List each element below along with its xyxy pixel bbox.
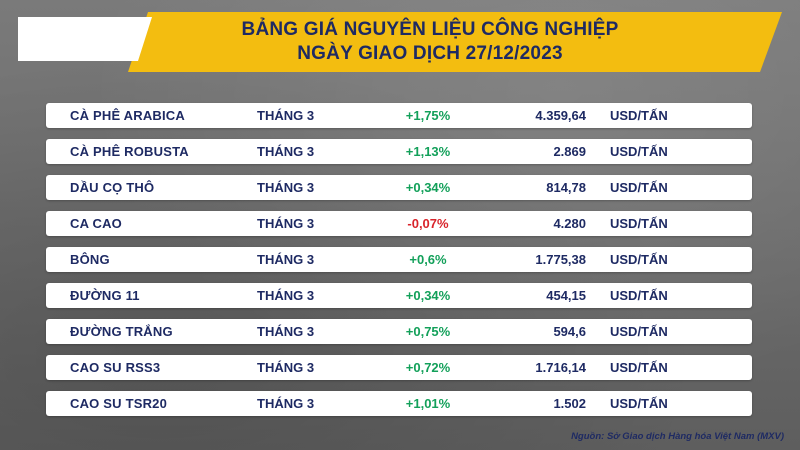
price-unit: USD/TẤN: [610, 252, 668, 267]
table-row: CÀ PHÊ ARABICA THÁNG 3 +1,75% 4.359,64 U…: [46, 103, 752, 128]
table-row: BÔNG THÁNG 3 +0,6% 1.775,38 USD/TẤN: [46, 247, 752, 272]
commodity-name: CÀ PHÊ ARABICA: [70, 108, 185, 123]
commodity-name: BÔNG: [70, 252, 110, 267]
contract-month: THÁNG 3: [257, 216, 315, 231]
change-percent: +0,34%: [405, 180, 451, 195]
title-line-2: NGÀY GIAO DỊCH 27/12/2023: [297, 43, 563, 64]
change-percent: +0,6%: [409, 252, 447, 267]
price-unit: USD/TẤN: [610, 180, 668, 195]
table-row: CA CAO THÁNG 3 -0,07% 4.280 USD/TẤN: [46, 211, 752, 236]
table-row: CAO SU RSS3 THÁNG 3 +0,72% 1.716,14 USD/…: [46, 355, 752, 380]
price-unit: USD/TẤN: [610, 324, 668, 339]
price-value: 454,15: [546, 288, 586, 303]
table-row: ĐƯỜNG 11 THÁNG 3 +0,34% 454,15 USD/TẤN: [46, 283, 752, 308]
commodity-name: CAO SU RSS3: [70, 360, 161, 375]
page-title: BẢNG GIÁ NGUYÊN LIỆU CÔNG NGHIỆP NGÀY GI…: [150, 18, 710, 66]
table-row: DẦU CỌ THÔ THÁNG 3 +0,34% 814,78 USD/TẤN: [46, 175, 752, 200]
commodity-name: ĐƯỜNG TRẮNG: [70, 324, 173, 339]
contract-month: THÁNG 3: [257, 288, 315, 303]
price-value: 1.775,38: [535, 252, 586, 267]
change-percent: +0,75%: [405, 324, 451, 339]
commodity-name: DẦU CỌ THÔ: [70, 180, 155, 195]
title-line-1: BẢNG GIÁ NGUYÊN LIỆU CÔNG NGHIỆP: [241, 19, 619, 40]
price-unit: USD/TẤN: [610, 396, 668, 411]
change-percent: +1,13%: [405, 144, 451, 159]
table-row: CAO SU TSR20 THÁNG 3 +1,01% 1.502 USD/TẤ…: [46, 391, 752, 416]
commodity-name: CÀ PHÊ ROBUSTA: [70, 144, 189, 159]
contract-month: THÁNG 3: [257, 396, 315, 411]
commodity-name: ĐƯỜNG 11: [70, 288, 140, 303]
contract-month: THÁNG 3: [257, 324, 315, 339]
price-value: 1.716,14: [535, 360, 586, 375]
logo-placeholder: [18, 17, 152, 61]
price-unit: USD/TẤN: [610, 144, 668, 159]
price-value: 4.280: [553, 216, 586, 231]
commodity-name: CAO SU TSR20: [70, 396, 168, 411]
price-value: 2.869: [553, 144, 586, 159]
price-unit: USD/TẤN: [610, 288, 668, 303]
price-unit: USD/TẤN: [610, 108, 668, 123]
change-percent: -0,07%: [407, 216, 449, 231]
price-table: CÀ PHÊ ARABICA THÁNG 3 +1,75% 4.359,64 U…: [46, 103, 752, 427]
change-percent: +0,34%: [405, 288, 451, 303]
commodity-name: CA CAO: [70, 216, 122, 231]
change-percent: +1,75%: [405, 108, 451, 123]
change-percent: +1,01%: [405, 396, 451, 411]
change-percent: +0,72%: [405, 360, 451, 375]
price-unit: USD/TẤN: [610, 216, 668, 231]
price-value: 594,6: [553, 324, 586, 339]
table-row: CÀ PHÊ ROBUSTA THÁNG 3 +1,13% 2.869 USD/…: [46, 139, 752, 164]
table-row: ĐƯỜNG TRẮNG THÁNG 3 +0,75% 594,6 USD/TẤN: [46, 319, 752, 344]
source-note: Nguồn: Sở Giao dịch Hàng hóa Việt Nam (M…: [571, 431, 784, 442]
contract-month: THÁNG 3: [257, 252, 315, 267]
header-banner: [128, 12, 782, 72]
contract-month: THÁNG 3: [257, 180, 315, 195]
contract-month: THÁNG 3: [257, 360, 315, 375]
price-value: 814,78: [546, 180, 586, 195]
contract-month: THÁNG 3: [257, 108, 315, 123]
contract-month: THÁNG 3: [257, 144, 315, 159]
price-value: 4.359,64: [535, 108, 586, 123]
price-value: 1.502: [553, 396, 586, 411]
price-unit: USD/TẤN: [610, 360, 668, 375]
